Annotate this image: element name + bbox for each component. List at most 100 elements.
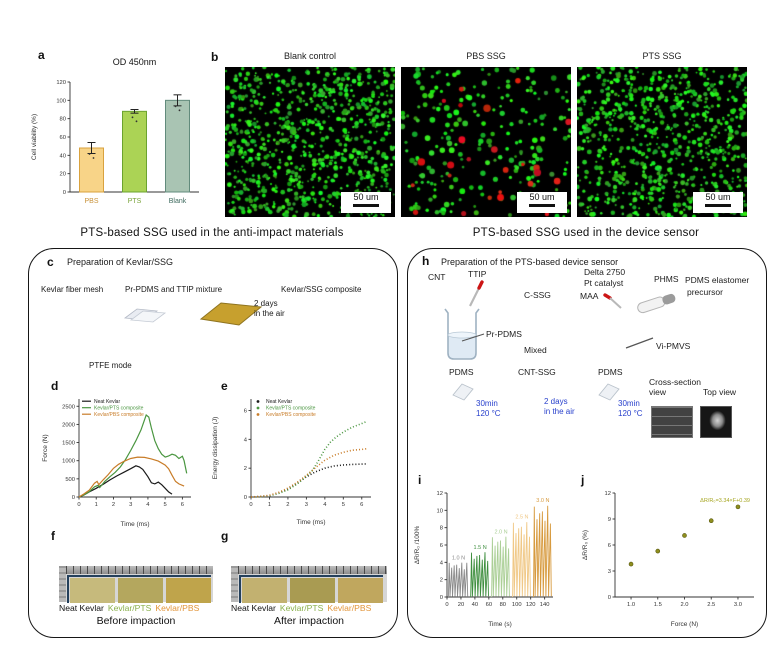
composite-label: Kevlar/SSG composite: [281, 285, 362, 294]
svg-text:10: 10: [437, 508, 443, 514]
leader-line: [461, 333, 485, 342]
micrograph-pts-ssg: 50 um: [577, 67, 747, 217]
sample-swatch: [242, 578, 287, 603]
scale-bar: 50 um: [341, 192, 391, 213]
section-header-device-sensor: PTS-based SSG used in the device sensor: [472, 227, 700, 239]
in-the-air-label: in the air: [254, 309, 285, 318]
svg-text:2.5: 2.5: [707, 602, 715, 608]
svg-text:Time (s): Time (s): [488, 621, 512, 628]
svg-text:ΔR/R₀=3.34×F+0.39: ΔR/R₀=3.34×F+0.39: [700, 498, 750, 504]
svg-text:0: 0: [72, 495, 75, 501]
svg-text:2500: 2500: [62, 404, 75, 410]
mixture-label: Pr-PDMS and TTIP mixture: [125, 285, 223, 294]
svg-text:Kevlar/PTS composite: Kevlar/PTS composite: [266, 406, 316, 412]
air-line1: 2 days: [544, 397, 568, 406]
dropper-icon: [603, 293, 622, 309]
svg-text:6: 6: [608, 543, 611, 549]
sample-swatch: [166, 578, 211, 603]
side-ruler: [59, 566, 66, 602]
panel-f-label: f: [51, 529, 55, 543]
precursor-label: precursor: [687, 287, 723, 297]
panel-g-label: g: [221, 529, 229, 543]
pdms-slab-icon: [598, 383, 620, 401]
svg-text:20: 20: [458, 602, 464, 608]
svg-text:40: 40: [60, 153, 66, 159]
delta-2750-label: Delta 2750: [584, 267, 626, 277]
svg-text:0: 0: [63, 190, 66, 196]
sample-swatches: [239, 575, 383, 603]
kevlar-mesh-icon: [123, 308, 167, 323]
svg-text:9: 9: [608, 517, 611, 523]
c-ssg-label: C-SSG: [524, 290, 551, 300]
svg-text:1.5 N: 1.5 N: [474, 545, 487, 551]
svg-text:0: 0: [244, 495, 247, 501]
sample-swatch: [118, 578, 163, 603]
svg-text:1500: 1500: [62, 441, 75, 447]
scale-bar: 50 um: [693, 192, 743, 213]
svg-text:100: 100: [56, 98, 66, 104]
sample-swatch: [338, 578, 383, 603]
panel-c-title: Preparation of Kevlar/SSG: [67, 257, 174, 267]
maa-label: MAA: [580, 291, 599, 301]
sample-label: Kevlar/PTS: [279, 603, 324, 613]
svg-text:40: 40: [472, 602, 478, 608]
svg-text:6: 6: [181, 502, 184, 508]
panel-d-label: d: [51, 379, 59, 393]
before-impaction-caption: Before impaction: [96, 615, 176, 627]
svg-text:Energy dissipation (J): Energy dissipation (J): [212, 417, 219, 480]
svg-text:Kevlar/PBS composite: Kevlar/PBS composite: [94, 412, 144, 418]
svg-text:120: 120: [526, 602, 536, 608]
scale-bar-label: 50 um: [705, 192, 731, 202]
cross-section-label: Cross-section view: [649, 377, 701, 397]
svg-text:80: 80: [60, 117, 66, 123]
svg-text:Neat Kevlar: Neat Kevlar: [266, 399, 292, 405]
scale-bar-line: [353, 204, 379, 207]
svg-text:Time (ms): Time (ms): [296, 519, 325, 526]
sample-swatch: [70, 578, 115, 603]
sample-labels-after: Neat Kevlar Kevlar/PTS Kevlar/PBS: [231, 603, 371, 613]
svg-text:2: 2: [112, 502, 115, 508]
sample-label: Kevlar/PBS: [155, 603, 200, 613]
pdms-label-right: PDMS: [598, 367, 623, 377]
cure1-line1: 30min: [476, 399, 498, 408]
after-impaction-caption: After impaction: [273, 615, 345, 627]
sample-label: Kevlar/PTS: [107, 603, 152, 613]
svg-text:6: 6: [244, 409, 247, 415]
svg-text:0: 0: [77, 502, 80, 508]
kevlar-ssg-composite-icon: [199, 302, 263, 326]
cross-section-line1: Cross-section: [649, 377, 701, 387]
svg-text:100: 100: [512, 602, 522, 608]
svg-text:ΔR/R₀ /100%: ΔR/R₀ /100%: [414, 526, 421, 565]
sample-labels-before: Neat Kevlar Kevlar/PTS Kevlar/PBS: [59, 603, 199, 613]
svg-text:Force (N): Force (N): [671, 621, 698, 628]
sample-swatch: [290, 578, 335, 603]
panel-b-label: b: [211, 50, 219, 64]
cnt-ssg-label: CNT-SSG: [518, 367, 556, 377]
svg-text:0: 0: [445, 602, 448, 608]
svg-text:OD 450nm: OD 450nm: [113, 57, 157, 67]
svg-text:Kevlar/PBS composite: Kevlar/PBS composite: [266, 412, 316, 418]
svg-text:1000: 1000: [62, 459, 75, 465]
svg-text:0: 0: [440, 595, 443, 601]
scale-bar-line: [705, 204, 731, 207]
svg-text:500: 500: [65, 477, 75, 483]
svg-text:2000: 2000: [62, 422, 75, 428]
svg-text:0: 0: [608, 595, 611, 601]
section-header-anti-impact: PTS-based SSG used in the anti-impact ma…: [80, 227, 344, 239]
svg-text:PBS: PBS: [84, 198, 98, 205]
cure2-line1: 30min: [618, 399, 640, 408]
panel-c-label: c: [47, 255, 54, 269]
micrograph-title: PBS SSG: [466, 51, 506, 61]
top-view-image: [700, 406, 732, 438]
dropper-icon: [469, 280, 484, 307]
photo-before-impaction: [59, 566, 213, 603]
pdms-label-left: PDMS: [449, 367, 474, 377]
panel-j-label: j: [581, 473, 585, 487]
svg-text:8: 8: [440, 526, 443, 532]
svg-text:ΔR/R₀ (%): ΔR/R₀ (%): [582, 530, 589, 560]
pdms-elastomer-label: PDMS elastomer: [685, 275, 750, 285]
svg-text:80: 80: [500, 602, 506, 608]
ruler-strip: [238, 566, 387, 574]
side-ruler: [231, 566, 238, 602]
